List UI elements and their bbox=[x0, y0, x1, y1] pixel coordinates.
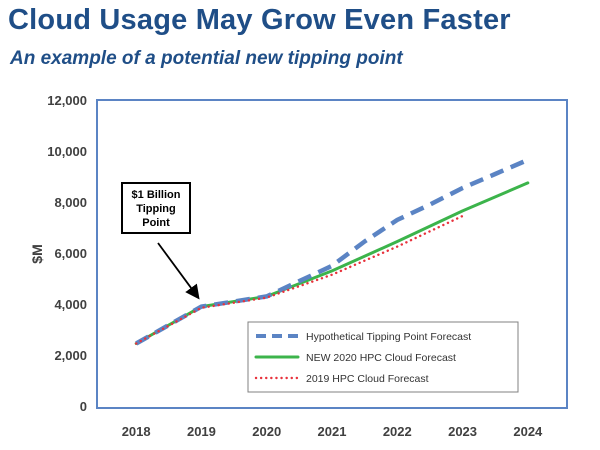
annotation-arrow bbox=[157, 242, 200, 300]
annotation-text: Tipping bbox=[136, 203, 176, 215]
x-tick-label: 2024 bbox=[513, 424, 543, 439]
x-tick-label: 2018 bbox=[122, 424, 151, 439]
x-tick-label: 2022 bbox=[383, 424, 412, 439]
legend: Hypothetical Tipping Point Forecast NEW 2… bbox=[247, 321, 519, 393]
y-tick-label: 12,000 bbox=[47, 93, 87, 108]
x-tick-label: 2020 bbox=[252, 424, 281, 439]
y-tick-label: 8,000 bbox=[54, 195, 87, 210]
y-tick-label: 2,000 bbox=[54, 348, 87, 363]
x-tick-label: 2023 bbox=[448, 424, 477, 439]
y-tick-label: 10,000 bbox=[47, 144, 87, 159]
x-tick-label: 2021 bbox=[318, 424, 347, 439]
series-line-dashed bbox=[135, 157, 529, 346]
legend-label: Hypothetical Tipping Point Forecast bbox=[306, 331, 471, 343]
annotation-layer: $1 Billion Tipping Point bbox=[121, 182, 200, 300]
annotation-text: Point bbox=[142, 217, 170, 229]
legend-label: NEW 2020 HPC Cloud Forecast bbox=[306, 352, 456, 364]
x-tick-label: 2019 bbox=[187, 424, 216, 439]
series-line-dotted bbox=[134, 214, 464, 345]
annotation-box bbox=[121, 182, 191, 234]
x-axis: 2018 2019 2020 2021 2022 2023 2024 bbox=[122, 424, 543, 439]
y-axis: 0 2,000 4,000 6,000 8,000 10,000 12,000 bbox=[47, 93, 87, 414]
y-tick-label: 4,000 bbox=[54, 297, 87, 312]
legend-label: 2019 HPC Cloud Forecast bbox=[306, 373, 429, 385]
y-axis-label: $M bbox=[29, 244, 45, 263]
y-tick-label: 6,000 bbox=[54, 246, 87, 261]
page-title: Cloud Usage May Grow Even Faster bbox=[8, 4, 511, 36]
page-subtitle: An example of a potential new tipping po… bbox=[10, 48, 403, 69]
series-layer bbox=[134, 157, 530, 346]
y-tick-label: 0 bbox=[80, 399, 87, 414]
annotation-text: $1 Billion bbox=[132, 189, 181, 201]
